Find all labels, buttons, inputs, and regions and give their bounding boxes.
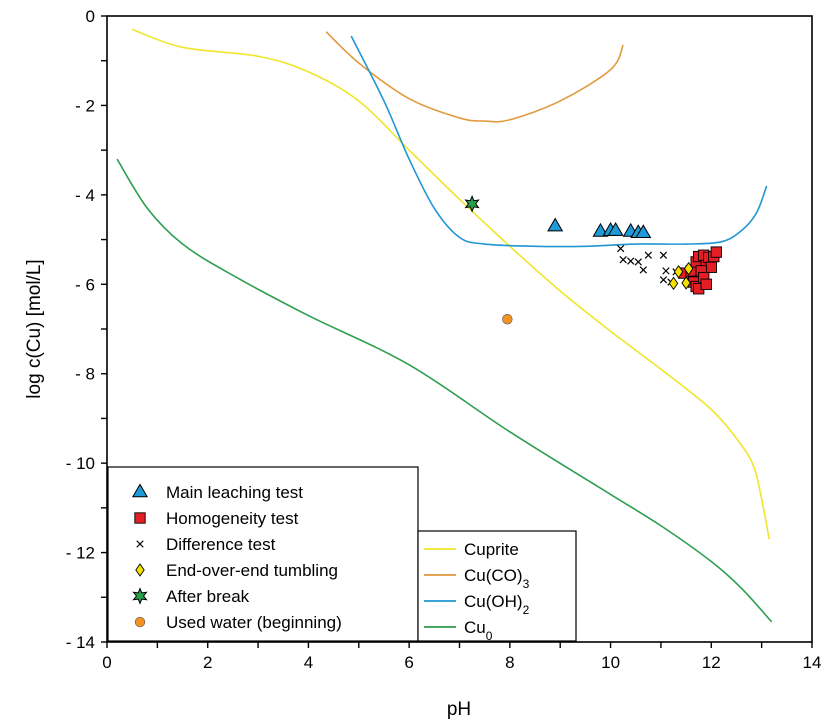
point-homogeneity-test-12	[710, 246, 722, 258]
point-difference-test-4-stroke-b	[644, 251, 653, 259]
point-end-over-end-tumbling-0	[668, 276, 679, 291]
y-tick-label-5: - 10	[66, 454, 95, 473]
series-line-cu-co-3	[325, 31, 624, 123]
point-difference-test-4	[644, 251, 653, 259]
point-difference-test-6	[659, 251, 668, 259]
x-axis-title: pH	[447, 699, 471, 720]
legend-label-difference-test: Difference test	[166, 535, 276, 554]
point-difference-test-6-stroke-b	[659, 251, 668, 259]
x-tick-label-0: 0	[102, 653, 111, 672]
point-difference-test-5	[639, 266, 647, 274]
point-main-leaching-test-3	[607, 221, 624, 236]
y-tick-label-6: - 12	[66, 544, 95, 563]
legend-label-homogeneity-test: Homogeneity test	[166, 509, 299, 528]
legend-marker-homogeneity-test	[134, 512, 146, 524]
point-main-leaching-test-1	[592, 222, 609, 237]
point-difference-test-5-stroke-b	[639, 266, 647, 274]
point-difference-test-8-stroke-b	[659, 276, 668, 284]
point-used-water-beginning-0	[502, 313, 513, 325]
x-tick-label-7: 14	[803, 653, 822, 672]
series-line-cuprite	[131, 28, 770, 540]
x-tick-label-3: 6	[404, 653, 413, 672]
series-line-cu-oh-2	[350, 35, 768, 248]
legend-label-after-break: After break	[166, 587, 250, 606]
point-difference-test-7-stroke-b	[662, 267, 670, 275]
legend-marker-difference-test	[136, 540, 144, 548]
point-difference-test-2	[627, 257, 635, 265]
point-difference-test-7	[662, 267, 670, 275]
legend-label-main-leaching-test: Main leaching test	[166, 483, 303, 502]
point-difference-test-0	[616, 244, 625, 253]
point-end-over-end-tumbling-2	[673, 264, 684, 279]
y-tick-label-3: - 6	[75, 275, 95, 294]
marker-legend-box	[107, 466, 419, 642]
x-tick-label-2: 4	[304, 653, 313, 672]
point-homogeneity-test-10	[705, 261, 717, 273]
point-difference-test-8	[659, 276, 668, 284]
legend-label-cuprite: Cuprite	[464, 540, 519, 559]
point-after-break-0	[464, 194, 480, 213]
legend-marker-after-break	[132, 587, 148, 605]
point-difference-test-3-stroke-b	[634, 258, 642, 266]
point-difference-test-3	[634, 258, 642, 266]
y-tick-label-4: - 8	[75, 365, 95, 384]
legend-label-end-over-end-tumbling: End-over-end tumbling	[166, 561, 338, 580]
legend-marker-difference-test-stroke-b	[136, 540, 144, 548]
x-tick-label-6: 12	[702, 653, 721, 672]
y-axis-title: log c(Cu) [mol/L]	[24, 259, 45, 398]
point-homogeneity-test-15	[700, 278, 712, 290]
point-main-leaching-test-6	[635, 224, 652, 239]
point-difference-test-0-stroke-b	[616, 244, 625, 253]
point-end-over-end-tumbling-3	[683, 261, 694, 276]
x-tick-label-5: 10	[601, 653, 620, 672]
axis-ticks: 0 2 4 6 8 10 12 14 0 - 2 - 4 - 6 - 8 - 10 - 12 - 14	[66, 7, 822, 672]
y-tick-label-1: - 2	[75, 96, 95, 115]
x-tick-label-4: 8	[505, 653, 514, 672]
legend-marker-used-water-beginning	[134, 616, 146, 628]
point-difference-test-2-stroke-b	[627, 257, 635, 265]
point-difference-test-1-stroke-b	[619, 256, 627, 264]
y-tick-label-7: - 14	[66, 633, 95, 652]
y-tick-label-2: - 4	[75, 186, 95, 205]
point-end-over-end-tumbling-1	[681, 276, 691, 290]
point-main-leaching-test-0	[547, 217, 564, 232]
legend-marker-main-leaching-test	[131, 483, 149, 498]
series-line-cu0	[116, 158, 773, 623]
point-difference-test-1	[619, 256, 627, 264]
x-tick-label-1: 2	[203, 653, 212, 672]
y-tick-label-0: 0	[86, 7, 95, 26]
legend-label-used-water-beginning: Used water (beginning)	[166, 613, 342, 632]
legend: Main leaching test Homogeneity test Differ…	[107, 466, 577, 643]
legend-marker-end-over-end-tumbling	[135, 563, 145, 577]
